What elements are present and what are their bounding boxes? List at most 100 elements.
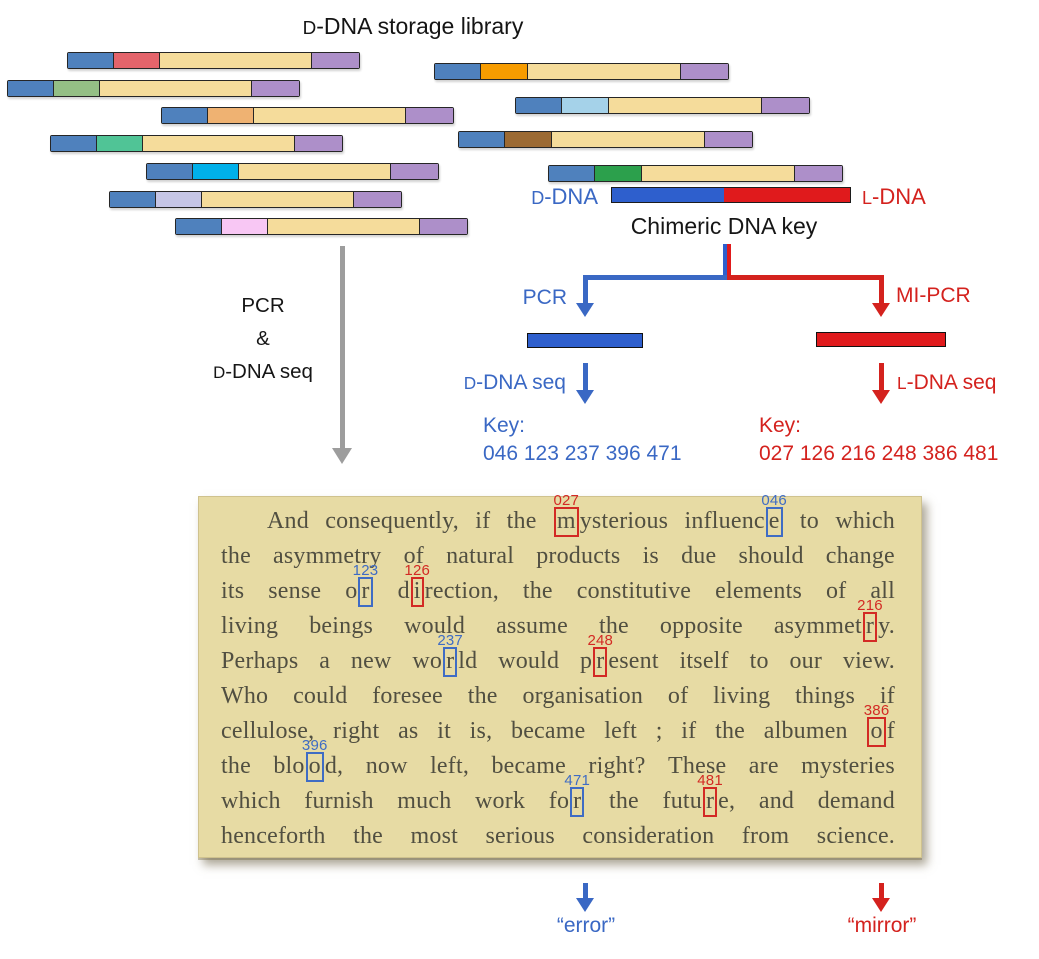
dna-segment-green2	[595, 166, 642, 181]
key-boxed-char: 123 r	[353, 563, 378, 607]
dna-segment-yellow	[609, 98, 762, 113]
book-word: sense	[268, 578, 322, 604]
dna-segment-yellow	[100, 81, 252, 96]
dna-segment-purple	[391, 164, 438, 179]
l-key-block: Key: 027 126 216 248 386 481	[759, 412, 998, 468]
book-word: ;	[655, 718, 663, 744]
key-boxed-char: 386 o	[864, 703, 889, 747]
book-word: demand	[817, 788, 895, 814]
book-word: wo 237 r ld	[412, 633, 477, 679]
book-word: of	[667, 683, 689, 709]
dna-segment-purple	[420, 219, 467, 234]
book-word: fo 471 r	[549, 773, 590, 819]
l-dna-product-bar	[816, 332, 946, 347]
dna-strand-bar	[161, 107, 454, 124]
book-word: assume	[496, 613, 568, 639]
key-number-label: 396	[301, 737, 328, 754]
dna-segment-purple	[681, 64, 728, 79]
book-word: the	[221, 753, 251, 779]
chimeric-red-half	[724, 188, 850, 202]
dna-strand-bar	[175, 218, 468, 235]
book-word: if	[879, 683, 895, 709]
book-word: itself	[679, 648, 729, 674]
mirror-output-label: “mirror”	[847, 914, 917, 937]
book-word: 386 o f	[864, 703, 895, 749]
book-word: left	[604, 718, 637, 744]
library-seq-arrowhead-icon	[332, 448, 352, 464]
dna-segment-tanorange	[208, 108, 254, 123]
pcr-arrowhead-icon	[576, 303, 594, 317]
book-word: would	[404, 613, 466, 639]
book-word: foresee	[372, 683, 443, 709]
book-word: the	[715, 718, 745, 744]
l-key-value: 027 126 216 248 386 481	[759, 442, 999, 465]
book-word: And	[267, 508, 309, 534]
key-boxed-char: 248 r	[587, 633, 613, 677]
book-word: it	[437, 718, 451, 744]
book-word: of	[403, 543, 424, 569]
book-word: if	[475, 508, 491, 534]
chimeric-dna-bar	[611, 187, 851, 203]
book-word: living	[221, 613, 279, 639]
book-word: if	[681, 718, 697, 744]
mipcr-arrowhead-icon	[872, 303, 890, 317]
dna-strand-bar	[458, 131, 753, 148]
key-boxed-char: 126 i	[404, 563, 430, 607]
book-word: right?	[588, 753, 646, 779]
d-seq-arrow-shaft	[583, 363, 588, 392]
junction-stub-blue	[723, 244, 727, 278]
figure-title: D-DNA storage library	[302, 13, 524, 39]
book-word: organisation	[522, 683, 644, 709]
book-word: beings	[309, 613, 374, 639]
book-word: our	[789, 648, 823, 674]
l-dna-label: L-DNA	[862, 184, 926, 209]
key-number-label: 126	[404, 562, 431, 579]
error-output-label: “error”	[556, 914, 616, 937]
book-word: These	[668, 753, 727, 779]
dna-segment-pink	[222, 219, 268, 234]
junction-stub-red	[727, 244, 731, 278]
book-word: from	[741, 823, 790, 849]
dna-segment-purple	[406, 108, 453, 123]
dna-segment-blue	[176, 219, 222, 234]
book-word: much	[397, 788, 452, 814]
dna-segment-seagreen	[97, 136, 143, 151]
dna-segment-yellow	[254, 108, 406, 123]
d-dna-product-bar	[527, 333, 643, 348]
mirror-arrowhead-icon	[872, 898, 890, 912]
key-number-label: 216	[857, 597, 883, 614]
book-word: now	[365, 753, 408, 779]
book-word: the	[598, 613, 629, 639]
dna-segment-purple	[705, 132, 752, 147]
dna-segment-purple	[795, 166, 842, 181]
dna-segment-salmon	[114, 53, 160, 68]
book-line: henceforth the most serious consideration fro…	[221, 819, 895, 854]
dna-strand-bar	[50, 135, 343, 152]
book-word: a	[319, 648, 331, 674]
l-seq-arrow-shaft	[879, 363, 884, 392]
book-word: of	[825, 578, 847, 604]
book-word: the	[608, 788, 639, 814]
book-line: Perhaps a new wo 237 r ld would p 248 r esent itself…	[221, 633, 895, 679]
left-flow-amp: &	[256, 327, 270, 350]
key-boxed-char: 237 r	[437, 633, 463, 677]
book-word: to	[799, 508, 819, 534]
dna-strand-bar	[434, 63, 729, 80]
book-line: the asymmetry of natural products is due should…	[221, 539, 895, 574]
left-flow-label: PCR & D-DNA seq	[185, 289, 341, 389]
key-boxed-char: 481 r	[697, 773, 723, 817]
dna-segment-yellow	[160, 53, 312, 68]
book-line: Who could foresee the organisation of living th…	[221, 679, 895, 714]
book-line: the blo 396 o d, now left, became right? These are…	[221, 738, 895, 784]
book-word: products	[536, 543, 621, 569]
book-word: natural	[446, 543, 515, 569]
book-word: cellulose,	[221, 718, 315, 744]
dna-segment-purple	[295, 136, 342, 151]
key-boxed-char: 216 r	[857, 598, 883, 642]
book-word: elements	[715, 578, 803, 604]
book-word: should	[738, 543, 804, 569]
dna-segment-blue	[459, 132, 505, 147]
book-word: right	[333, 718, 380, 744]
dna-strand-bar	[109, 191, 402, 208]
